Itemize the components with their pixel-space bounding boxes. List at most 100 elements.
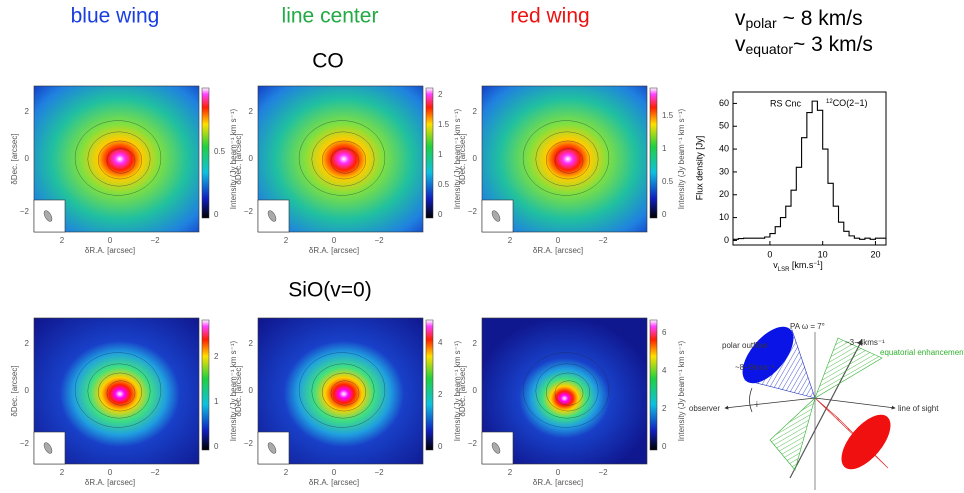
y-tick-label: 2 [25,107,30,116]
colorbar-tick-label: 2 [214,352,219,361]
colorbar-tick-label: 2 [438,390,443,399]
green-cone [770,398,815,470]
y-axis-label: δDec. [arcsec] [458,133,467,184]
diagram-label: ~3−4kms⁻¹ [845,338,885,347]
velocity-polar: vpolar~ 8 km/s [735,7,863,31]
geometry-diagram: PA ω = 7° polar outflow ~8−9kms⁻¹ ~3−4km… [689,318,964,490]
y-tick-label: 0 [25,386,30,395]
map-panel: 01220−220−2δR.A. [arcsec]δDec. [arcsec]I… [10,318,238,487]
y-tick-label: 30 [719,166,729,176]
y-tick-label: −2 [468,207,478,216]
row-title: SiO(v=0) [288,279,371,302]
x-axis-label: δR.A. [arcsec] [533,478,583,487]
y-tick-label: 2 [249,339,254,348]
observer-arrow [725,398,815,408]
red-lobe [833,406,900,477]
x-tick-label: 2 [508,236,513,245]
x-tick-label: −2 [374,468,384,477]
colorbar-tick-label: 4 [438,338,443,347]
y-tick-label: 2 [25,339,30,348]
annotation: 12CO(2−1) [826,98,867,108]
slide: blue wing line center red wing vpolar~ 8… [0,0,964,493]
colorbar-tick-label: 1 [438,150,443,159]
diagram-label: i [756,400,758,409]
x-axis-label: δR.A. [arcsec] [533,246,583,255]
colorbar [202,320,209,450]
colorbar-label: Intensity (Jy beam⁻¹ km s⁻¹) [677,340,686,441]
x-tick-label: 2 [508,468,513,477]
colorbar-tick-label: 0.5 [438,180,450,189]
y-axis-label: δDec. [arcsec] [234,133,243,184]
angle-arc [750,388,753,412]
colorbar-tick-label: 2 [662,404,667,413]
spectrum-line [733,101,886,239]
x-tick-label: 20 [870,249,880,259]
colorbar-tick-label: 0 [214,442,219,451]
colorbar-tick-label: 0 [438,210,443,219]
x-tick-label: 0 [767,249,772,259]
colorbar-tick-label: 0.5 [214,147,226,156]
x-tick-label: 0 [556,236,561,245]
diagram-label: polar outflow [722,341,768,350]
map-panel: 02420−220−2δR.A. [arcsec]δDec. [arcsec]I… [234,318,462,487]
colorbar [202,88,209,218]
x-tick-label: 0 [332,236,337,245]
y-tick-label: 2 [249,107,254,116]
colorbar-tick-label: 6 [662,328,667,337]
y-axis-label: δDec. [arcsec] [10,133,19,184]
x-axis-label: δR.A. [arcsec] [85,246,135,255]
y-tick-label: 0 [473,154,478,163]
x-tick-label: 2 [60,468,65,477]
colorbar-tick-label: 1.5 [662,111,674,120]
x-tick-label: 2 [60,236,65,245]
colorbar-tick-label: 2 [438,90,443,99]
y-tick-label: −2 [468,439,478,448]
colorbar-label: Intensity (Jy beam⁻¹ km s⁻¹) [677,108,686,209]
diagram-label: ~8−9kms⁻¹ [735,363,775,372]
y-axis-label: δDec. [arcsec] [458,365,467,416]
y-axis-label: δDec. [arcsec] [234,365,243,416]
y-axis-label: δDec. [arcsec] [10,365,19,416]
colorbar-tick-label: 0 [662,442,667,451]
y-tick-label: 60 [719,98,729,108]
colorbar [650,320,657,450]
y-tick-label: −2 [20,207,30,216]
x-tick-label: −2 [598,468,608,477]
x-axis-label: δR.A. [arcsec] [85,478,135,487]
colorbar-tick-label: 4 [662,366,667,375]
y-tick-label: 20 [719,189,729,199]
colorbar-tick-label: 0 [438,442,443,451]
y-axis-label: Flux density [Jy] [694,136,704,201]
y-tick-label: 2 [473,107,478,116]
row-title: CO [312,50,344,73]
x-tick-label: 2 [284,468,289,477]
diagram-label: observer [689,404,720,413]
x-tick-label: 0 [556,468,561,477]
annotation: RS Cnc [770,98,802,108]
colorbar-tick-label: 1 [214,397,219,406]
x-tick-label: −2 [374,236,384,245]
x-tick-label: 10 [818,249,828,259]
spectrum-chart: RS Cnc 12CO(2−1) Flux density [Jy] vLSR … [694,92,886,273]
y-tick-label: 50 [719,121,729,131]
plot-frame [733,92,886,245]
y-tick-label: 0 [724,235,729,245]
y-tick-label: 0 [25,154,30,163]
column-title: line center [282,5,379,28]
colorbar-tick-label: 0 [662,210,667,219]
colorbar [426,320,433,450]
x-tick-label: 0 [332,468,337,477]
column-title: blue wing [71,5,160,28]
x-tick-label: 0 [108,468,113,477]
colorbar-tick-label: 0.5 [662,177,674,186]
x-tick-label: −2 [150,468,160,477]
column-title: red wing [510,5,589,28]
y-tick-label: 2 [473,339,478,348]
x-tick-label: 0 [108,236,113,245]
y-tick-label: −2 [244,207,254,216]
x-axis-label: vLSR [km.s−1] [773,260,823,272]
y-tick-label: 0 [249,386,254,395]
